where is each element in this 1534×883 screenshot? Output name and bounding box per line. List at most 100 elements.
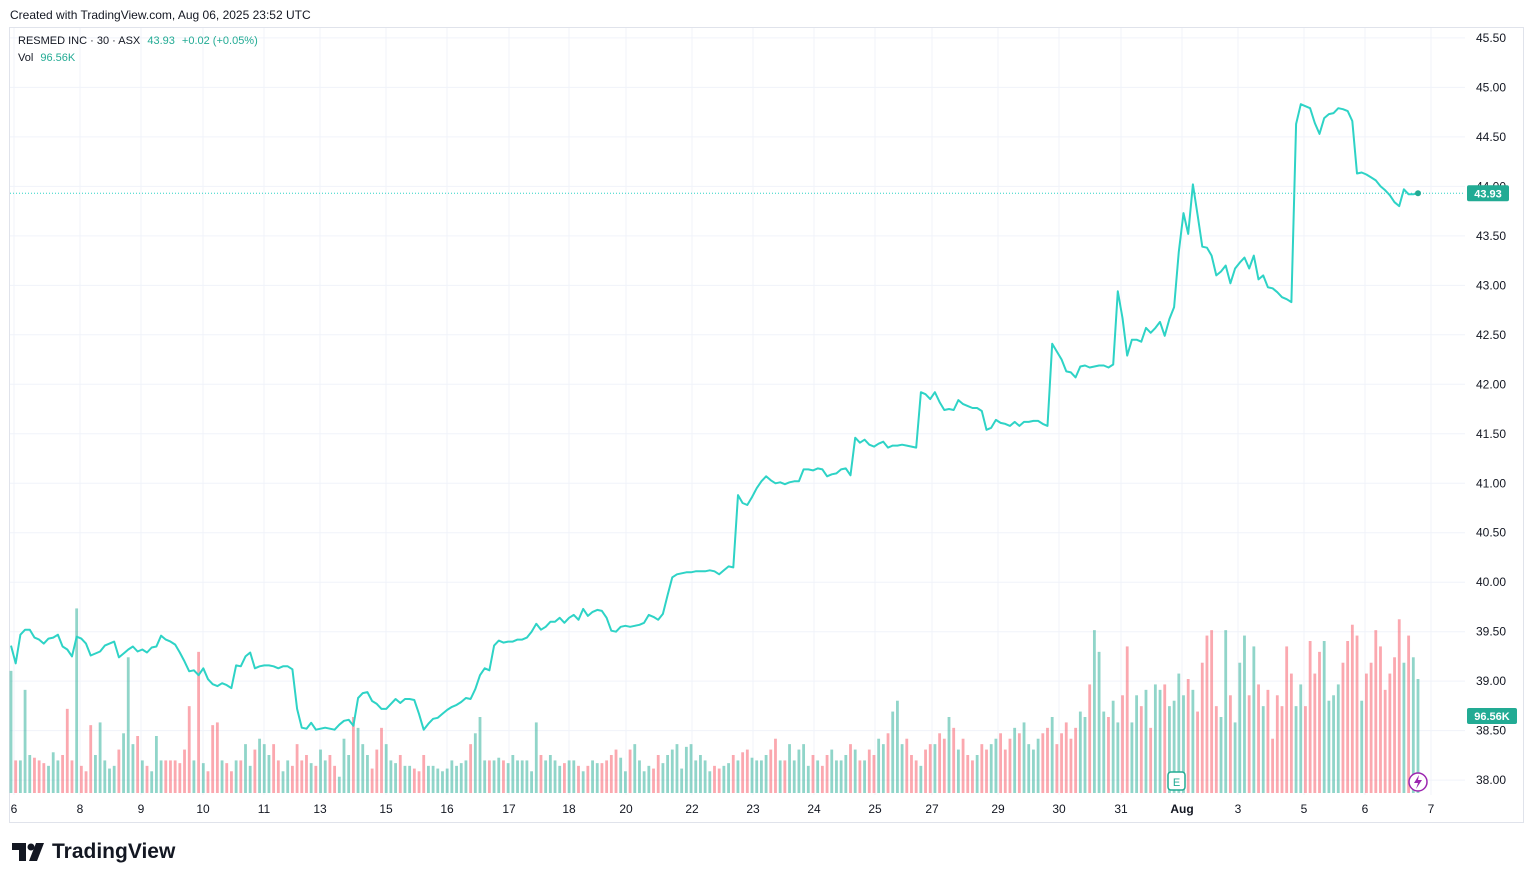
volume-bar bbox=[684, 746, 688, 793]
volume-bar bbox=[1313, 673, 1317, 793]
volume-bar bbox=[783, 760, 787, 793]
y-tick-label: 44.50 bbox=[1476, 130, 1506, 144]
volume-bar bbox=[1116, 722, 1120, 793]
volume-bar bbox=[286, 760, 290, 793]
volume-bar bbox=[1322, 641, 1326, 793]
tradingview-logo[interactable]: TradingView bbox=[12, 840, 175, 864]
volume-bar bbox=[633, 744, 637, 793]
volume-bar bbox=[61, 755, 64, 793]
volume-bar bbox=[1163, 684, 1167, 793]
volume-bar bbox=[384, 744, 388, 793]
volume-bar bbox=[1149, 727, 1153, 793]
volume-bar bbox=[849, 744, 852, 793]
volume-bar bbox=[1397, 619, 1401, 793]
volume-bar bbox=[253, 749, 257, 793]
volume-bar bbox=[839, 760, 843, 793]
volume-bar bbox=[394, 763, 397, 793]
volume-bar bbox=[1092, 630, 1096, 793]
volume-bar bbox=[75, 608, 79, 793]
volume-bar bbox=[1032, 749, 1035, 793]
x-tick-label: 18 bbox=[562, 802, 576, 816]
x-tick-label: Aug bbox=[1170, 802, 1193, 816]
volume-bar bbox=[638, 760, 641, 793]
x-tick-label: 17 bbox=[502, 802, 516, 816]
volume-bar bbox=[1407, 635, 1411, 793]
volume-bar bbox=[342, 738, 346, 793]
volume-bar bbox=[1186, 679, 1190, 793]
volume-bar bbox=[534, 722, 538, 793]
volume-bar bbox=[530, 771, 533, 793]
volume-bar bbox=[215, 722, 219, 793]
volume-bar bbox=[656, 755, 660, 793]
x-tick-label: 20 bbox=[619, 802, 633, 816]
volume-badge-label: 96.56K bbox=[1474, 711, 1510, 723]
volume-bar bbox=[581, 771, 585, 793]
volume-bar bbox=[586, 765, 590, 793]
volume-bar bbox=[872, 755, 876, 793]
volume-bar bbox=[1365, 673, 1368, 793]
volume-label: Vol bbox=[18, 52, 34, 64]
volume-bar bbox=[745, 749, 749, 793]
volume-bar bbox=[999, 733, 1002, 793]
volume-bar bbox=[947, 717, 951, 793]
tradingview-logo-icon bbox=[12, 843, 44, 861]
volume-bar bbox=[1074, 727, 1078, 793]
volume-bar bbox=[567, 760, 571, 793]
y-tick-label: 39.00 bbox=[1476, 674, 1506, 688]
volume-bar bbox=[1168, 706, 1171, 793]
volume-bar bbox=[914, 760, 918, 793]
volume-bar bbox=[877, 738, 881, 793]
volume-bar bbox=[1069, 738, 1073, 793]
volume-bar bbox=[56, 760, 60, 793]
volume-bar bbox=[614, 749, 618, 793]
volume-bar bbox=[774, 738, 777, 793]
volume-bar bbox=[642, 771, 646, 793]
volume-bar bbox=[628, 749, 632, 793]
volume-bar bbox=[942, 738, 946, 793]
volume-bar bbox=[478, 717, 482, 793]
volume-bar bbox=[1050, 717, 1054, 793]
volume-value: 96.56K bbox=[40, 52, 76, 64]
volume-bar bbox=[1083, 717, 1087, 793]
y-tick-label: 45.00 bbox=[1476, 80, 1506, 94]
volume-bar bbox=[305, 755, 308, 793]
volume-bar bbox=[65, 708, 69, 793]
volume-bar bbox=[159, 760, 163, 793]
volume-bar bbox=[14, 760, 18, 793]
volume-bar bbox=[1318, 651, 1321, 793]
volume-bar bbox=[609, 755, 613, 793]
volume-bar bbox=[802, 744, 806, 793]
volume-bar bbox=[713, 765, 716, 793]
volume-bar bbox=[835, 760, 838, 793]
volume-bar bbox=[980, 744, 984, 793]
volume-bar bbox=[1275, 695, 1279, 793]
volume-bar bbox=[173, 760, 177, 793]
volume-bar bbox=[1360, 700, 1364, 793]
volume-bar bbox=[825, 755, 829, 793]
chart-frame bbox=[9, 27, 1524, 823]
volume-bar bbox=[952, 727, 956, 793]
volume-bar bbox=[759, 760, 763, 793]
volume-bar bbox=[703, 760, 707, 793]
volume-bar bbox=[1064, 722, 1068, 793]
y-tick-label: 40.00 bbox=[1476, 575, 1506, 589]
volume-bar bbox=[764, 755, 768, 793]
volume-bar bbox=[1294, 706, 1298, 793]
volume-bar bbox=[473, 733, 477, 793]
volume-bar bbox=[98, 722, 102, 793]
volume-bar bbox=[201, 763, 205, 793]
volume-bar bbox=[1299, 684, 1303, 793]
volume-bar bbox=[689, 744, 693, 793]
volume-bar bbox=[1257, 684, 1260, 793]
volume-bar bbox=[150, 771, 154, 793]
volume-bar bbox=[511, 755, 515, 793]
volume-bar bbox=[863, 760, 866, 793]
volume-bar bbox=[290, 765, 294, 793]
volume-bar bbox=[1416, 679, 1420, 793]
price-change: +0.02 (+0.05%) bbox=[181, 35, 258, 47]
x-tick-label: 9 bbox=[138, 802, 145, 816]
volume-bar bbox=[464, 760, 468, 793]
volume-bar bbox=[750, 757, 754, 793]
volume-bar bbox=[51, 752, 55, 793]
